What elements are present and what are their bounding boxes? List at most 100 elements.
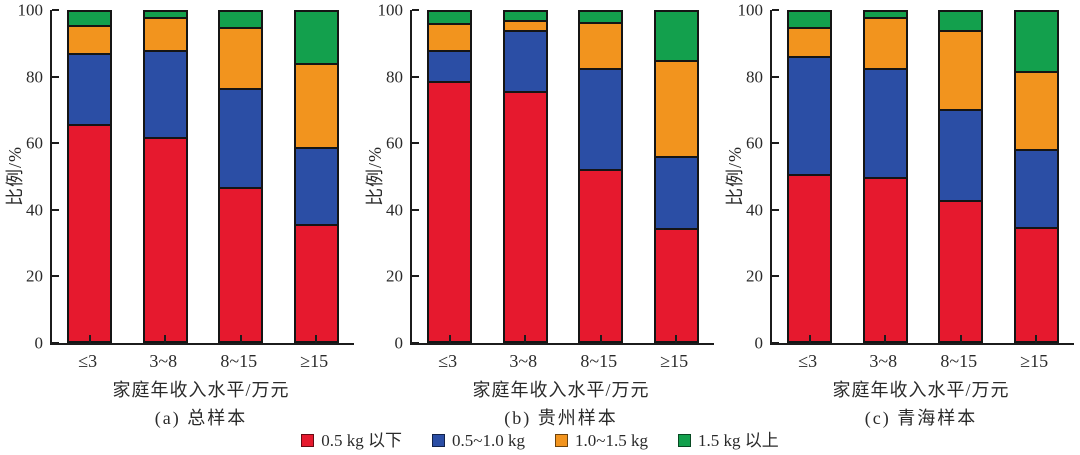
bars-layer [52, 10, 354, 343]
y-axis-tick-label: 20 [386, 266, 403, 286]
panel-subtitle: (b) 贵州样本 [504, 408, 618, 428]
bar-segment [428, 82, 472, 342]
stacked-bar [502, 10, 548, 343]
panel-subtitle: (a) 总样本 [154, 408, 248, 428]
y-axis-tick-label: 40 [26, 200, 43, 220]
bar-segment [294, 148, 338, 225]
bar-segment [143, 138, 187, 342]
bar-segment [219, 27, 263, 89]
y-axis-tick-label: 0 [34, 333, 44, 353]
legend-item: 1.0~1.5 kg [555, 432, 648, 449]
x-axis-tick [524, 335, 527, 343]
bar-segment [294, 63, 338, 149]
x-axis-tick-label: ≥15 [300, 351, 329, 371]
y-axis-tick [412, 275, 419, 278]
y-axis-tick-label: 40 [746, 200, 763, 220]
stacked-bar [67, 10, 113, 343]
bar-segment [1014, 11, 1058, 73]
bar-segment [863, 178, 907, 342]
x-axis-tick-label: ≥15 [660, 351, 689, 371]
x-axis-tick-label: 8~15 [580, 351, 618, 371]
bar-slot [923, 10, 999, 343]
x-axis-tick [884, 335, 887, 343]
bar-segment [428, 24, 472, 51]
legend-swatch [432, 433, 446, 447]
stacked-bar [653, 10, 699, 343]
stacked-bar [578, 10, 624, 343]
plot-area: 0 20 40 60 80 100 [378, 2, 714, 352]
y-axis-tick [412, 75, 419, 78]
x-axis-tick-label: ≤3 [78, 351, 98, 371]
legend-swatch [677, 433, 691, 447]
bar-segment [68, 25, 112, 55]
bar-segment [294, 224, 338, 342]
y-axis-tick-label: 0 [754, 333, 764, 353]
legend-item: 1.5 kg 以上 [677, 430, 779, 450]
bar-segment [939, 110, 983, 202]
y-axis-tick-label: 20 [26, 266, 43, 286]
legend-swatch [555, 433, 568, 447]
bar-segment [219, 11, 263, 28]
bars-layer [412, 10, 714, 343]
y-axis-tick [412, 9, 419, 11]
bar-segment [428, 11, 472, 25]
bar-segment [788, 57, 832, 175]
x-axis-tick [448, 335, 451, 343]
bar-segment [579, 68, 623, 170]
bar-segment [863, 11, 907, 18]
bar-segment [428, 50, 472, 83]
y-axis-tick-label: 100 [377, 0, 404, 20]
x-axis-label: 家庭年收入水平/万元 [472, 380, 650, 400]
x-axis-tick-labels: ≤3 3~8 8~15 ≥15 [410, 351, 712, 372]
bar-segment [503, 30, 547, 93]
bar-segment [68, 11, 112, 26]
x-axis-tick-labels: ≤3 3~8 8~15 ≥15 [770, 351, 1072, 372]
bar-segment [68, 125, 112, 342]
x-axis-tick [164, 335, 167, 343]
x-axis-tick [959, 335, 962, 343]
x-axis-tick-label: ≤3 [438, 351, 458, 371]
x-axis-tick [675, 335, 678, 343]
x-axis-tick [1035, 335, 1038, 343]
legend-label: 1.5 kg 以上 [697, 430, 779, 450]
bar-slot [52, 10, 128, 343]
x-axis-label: 家庭年收入水平/万元 [832, 380, 1010, 400]
bar-segment [654, 229, 698, 342]
bar-segment [654, 60, 698, 157]
y-axis-tick-label: 40 [386, 200, 403, 220]
stacked-bar [293, 10, 339, 343]
x-axis-tick-label: 3~8 [869, 351, 898, 371]
y-axis-label: 比例/% [5, 146, 25, 206]
bar-slot [639, 10, 715, 343]
bar-slot [412, 10, 488, 343]
y-axis-tick-label: 60 [26, 133, 43, 153]
bar-segment [143, 17, 187, 51]
chart-panel-c: 比例/% 0 20 40 60 80 100 ≤3 3~8 8~15 ≥15 家庭年收入水平/万… [720, 0, 1080, 455]
bar-segment [1014, 150, 1058, 228]
bar-segment [219, 188, 263, 342]
bar-slot [999, 10, 1075, 343]
bar-segment [503, 20, 547, 31]
chart-panel-b: 比例/% 0 20 40 60 80 100 ≤3 3~8 8~15 ≥15 家庭年收入水平/万… [360, 0, 720, 455]
y-axis-label: 比例/% [365, 146, 385, 206]
x-axis-tick-labels: ≤3 3~8 8~15 ≥15 [50, 351, 352, 372]
legend-item: 0.5~1.0 kg [432, 432, 525, 449]
bar-slot [203, 10, 279, 343]
legend-swatch [301, 433, 315, 447]
x-axis-label: 家庭年收入水平/万元 [112, 380, 290, 400]
y-axis-tick-label: 20 [746, 266, 763, 286]
y-axis-tick [772, 342, 779, 344]
bar-segment [503, 11, 547, 21]
x-axis-tick-label: 3~8 [509, 351, 538, 371]
bar-segment [1014, 72, 1058, 151]
y-axis-tick-label: 80 [26, 67, 43, 87]
y-axis-tick [772, 75, 779, 78]
bar-segment [654, 156, 698, 230]
x-axis-tick [88, 335, 91, 343]
bar-segment [68, 54, 112, 126]
stacked-bar [787, 10, 833, 343]
x-axis-tick [239, 335, 242, 343]
y-axis-tick-label: 80 [386, 67, 403, 87]
bar-segment [939, 30, 983, 111]
